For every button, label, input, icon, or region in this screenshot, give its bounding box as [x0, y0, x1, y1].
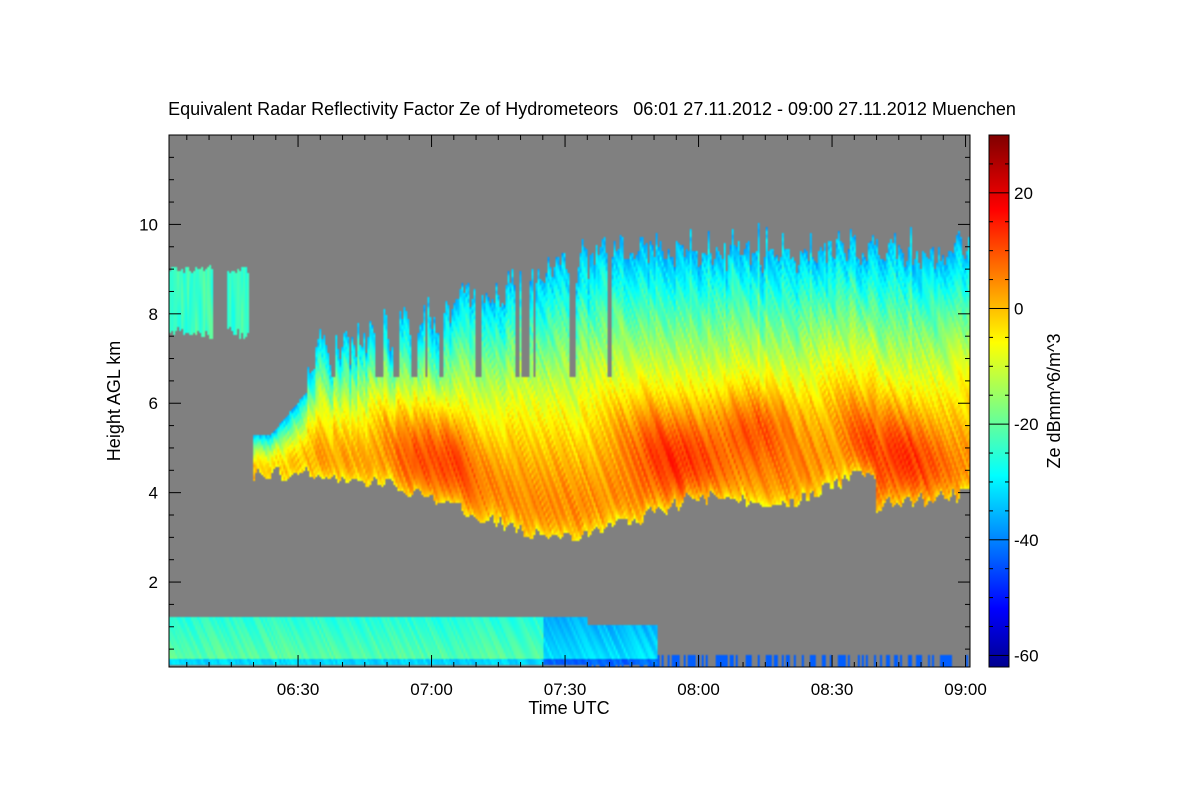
- colorbar-tick-label: 0: [1014, 299, 1023, 318]
- reflectivity-heatmap: [169, 135, 970, 667]
- x-tick-label: 07:00: [410, 680, 453, 699]
- x-tick-label: 08:30: [811, 680, 854, 699]
- chart-title: Equivalent Radar Reflectivity Factor Ze …: [168, 99, 1016, 119]
- y-tick-label: 8: [149, 305, 158, 324]
- x-tick-label: 08:00: [677, 680, 720, 699]
- y-axis: 2 4 6 8 10: [139, 134, 970, 650]
- colorbar: [988, 134, 1010, 668]
- colorbar-tick-label: 20: [1014, 184, 1033, 203]
- x-tick-label: 07:30: [544, 680, 587, 699]
- y-tick-label: 2: [149, 573, 158, 592]
- x-tick-label: 06:30: [277, 680, 320, 699]
- x-tick-label: 09:00: [944, 680, 987, 699]
- colorbar-tick-label: -40: [1014, 531, 1039, 550]
- y-tick-label: 10: [139, 215, 158, 234]
- colorbar-tick-label: -20: [1014, 415, 1039, 434]
- plot-frame: [168, 134, 971, 668]
- y-axis-title: Height AGL km: [104, 341, 124, 461]
- colorbar-tick-label: -60: [1014, 646, 1039, 665]
- x-axis: 06:30 07:00 07:30 08:00 08:30 09:00: [186, 135, 987, 699]
- y-tick-label: 6: [149, 394, 158, 413]
- y-tick-label: 4: [149, 484, 158, 503]
- colorbar-axis: -60 -40 -20 0 20: [989, 134, 1039, 665]
- colorbar-title: Ze dBmm^6/m^3: [1044, 334, 1064, 469]
- x-axis-title: Time UTC: [528, 698, 609, 718]
